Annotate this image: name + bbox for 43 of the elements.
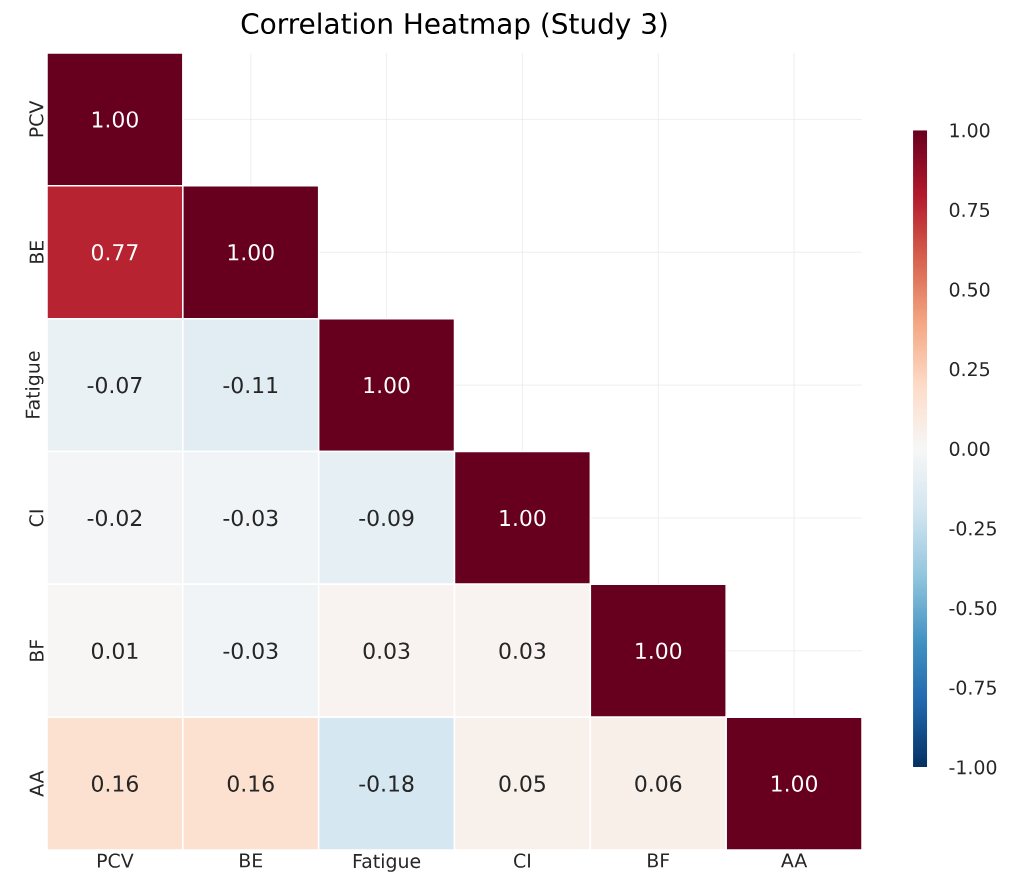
- data-label: 1.00: [364, 376, 410, 394]
- y-tick-label: AA: [29, 770, 44, 797]
- data-label: -0.03: [223, 509, 278, 527]
- data-label: 1.00: [772, 775, 818, 792]
- color-bar-label: -0.25: [949, 521, 996, 536]
- chart-title: Correlation Heatmap (Study 3): [241, 12, 667, 40]
- color-bar-label: 0.75: [949, 202, 990, 218]
- x-tick-label: AA: [781, 853, 808, 868]
- data-label: -0.03: [223, 642, 278, 660]
- data-label: 0.77: [91, 243, 138, 261]
- color-bar-label: -0.75: [949, 680, 996, 695]
- y-tick-label: BF: [29, 639, 44, 661]
- x-tick-label: Fatigue: [353, 853, 421, 872]
- color-bar-label: 0.25: [949, 362, 990, 377]
- color-bar-label: -1.00: [949, 760, 997, 775]
- data-label: -0.18: [359, 775, 414, 792]
- x-tick-label: PCV: [97, 853, 134, 868]
- color-bar-label: 0.50: [949, 282, 990, 297]
- data-label: 0.16: [91, 775, 138, 792]
- data-label: 0.03: [499, 642, 546, 660]
- y-tick-label: CI: [29, 510, 44, 527]
- data-label: -0.02: [87, 509, 142, 527]
- data-label: 1.00: [92, 111, 138, 128]
- data-label: 0.01: [91, 642, 138, 660]
- data-label: 1.00: [636, 642, 682, 660]
- data-label: 0.06: [635, 775, 682, 792]
- y-tick-label: BE: [29, 240, 44, 263]
- y-tick-label: Fatigue: [25, 351, 44, 418]
- data-label: 1.00: [228, 243, 274, 261]
- data-label: 0.03: [363, 642, 410, 660]
- data-label: 1.00: [500, 509, 546, 527]
- x-tick-label: CI: [514, 853, 530, 868]
- color-bar-label: 1.00: [950, 123, 990, 138]
- data-label: -0.11: [223, 376, 278, 394]
- data-label: 0.16: [227, 775, 274, 792]
- y-tick-label: PCV: [29, 100, 44, 137]
- color-bar-label: 0.00: [949, 441, 990, 456]
- x-tick-label: BF: [648, 853, 670, 868]
- data-label: 0.05: [499, 775, 545, 792]
- data-label: -0.07: [87, 376, 142, 394]
- data-label: -0.09: [359, 509, 414, 527]
- color-bar-label: -0.50: [949, 600, 997, 616]
- x-tick-label: BE: [240, 853, 263, 868]
